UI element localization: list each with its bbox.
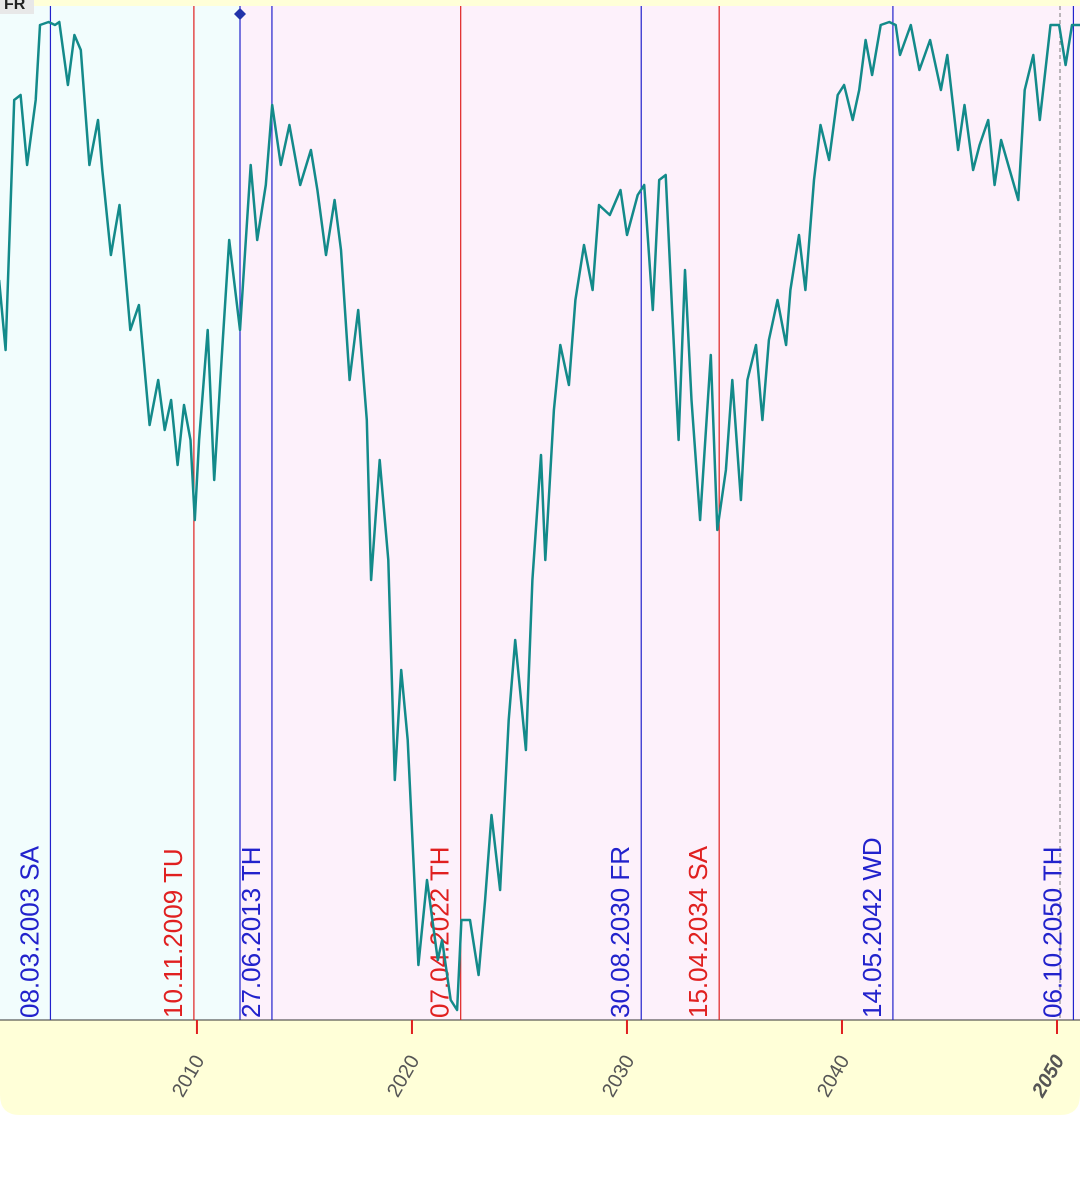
event-label: 27.06.2013 TH (236, 846, 266, 1018)
event-label: 15.04.2034 SA (683, 845, 713, 1018)
event-label: 06.10.2050 TH (1037, 846, 1067, 1018)
event-label: 14.05.2042 WD (857, 837, 887, 1018)
plot (0, 20, 1080, 1012)
events: 08.03.2003 SA 10.11.2009 TU 27.06.2013 TH 0… (14, 6, 1075, 1020)
event-label: 30.08.2030 FR (605, 846, 635, 1018)
axis-band (0, 1020, 1080, 1115)
diamond-marker (234, 8, 246, 20)
series-line (0, 20, 1080, 1012)
region-cyan (0, 6, 240, 1020)
corner-box (0, 0, 34, 14)
corner-label: FR (4, 0, 26, 13)
region-pink (240, 6, 1080, 1020)
top-band (0, 0, 1080, 6)
event-label: 10.11.2009 TU (158, 848, 188, 1018)
event-label: 08.03.2003 SA (14, 845, 44, 1018)
